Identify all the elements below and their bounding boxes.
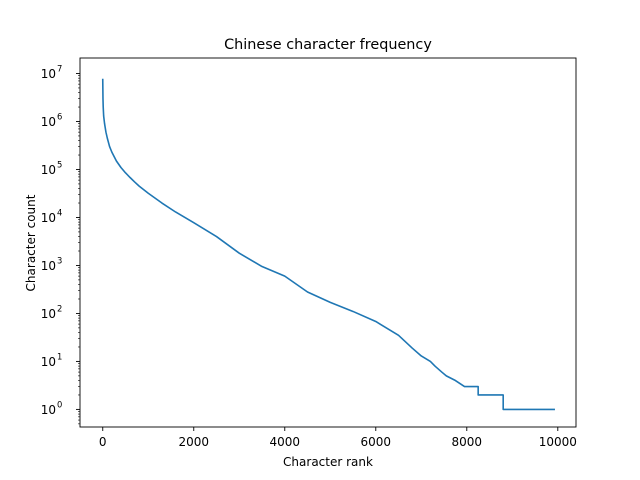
y-tick-label-4: 10: [41, 211, 56, 225]
y-tick-label-7: 10: [41, 67, 56, 81]
y-tick-exponent-5: 5: [57, 159, 62, 169]
y-tick-exponent-4: 4: [57, 207, 62, 217]
y-tick-label-0: 10: [41, 403, 56, 417]
y-tick-exponent-6: 6: [57, 111, 62, 121]
y-tick-label-2: 10: [41, 307, 56, 321]
y-tick-exponent-1: 1: [57, 351, 62, 361]
x-axis-label: Character rank: [283, 455, 373, 469]
y-tick-label-3: 10: [41, 259, 56, 273]
x-tick-label-0: 0: [99, 435, 107, 449]
series-line-0: [101, 78, 555, 411]
y-tick-exponent-3: 3: [57, 255, 62, 265]
x-tick-label-4: 8000: [452, 435, 483, 449]
y-tick-exponent-2: 2: [57, 303, 62, 313]
y-tick-exponent-7: 7: [57, 64, 62, 74]
x-axis: 0 2000 4000 6000 8000 10000: [99, 427, 577, 449]
x-tick-label-2: 4000: [269, 435, 300, 449]
x-tick-label-5: 10000: [539, 435, 577, 449]
y-tick-exponent-0: 0: [57, 399, 62, 409]
y-tick-label-5: 10: [41, 163, 56, 177]
chart-title: Chinese character frequency: [224, 37, 432, 53]
x-tick-label-1: 2000: [178, 435, 209, 449]
y-tick-label-1: 10: [41, 355, 56, 369]
y-axis-label: Character count: [24, 194, 38, 291]
y-tick-label-6: 10: [41, 115, 56, 129]
x-tick-label-3: 6000: [361, 435, 392, 449]
